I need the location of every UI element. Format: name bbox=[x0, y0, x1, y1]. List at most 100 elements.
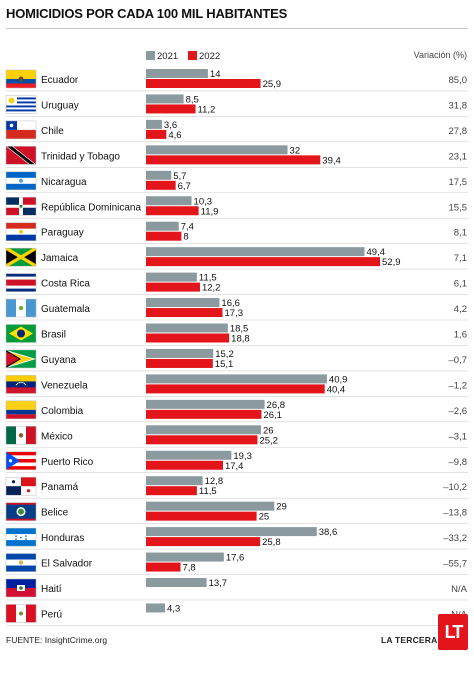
honduras-flag-icon bbox=[5, 527, 37, 547]
country-label: Brasil bbox=[41, 330, 66, 341]
data-label-2022: 25 bbox=[259, 512, 270, 523]
chart-row: Ecuador 14 25,9 85,0 bbox=[5, 69, 468, 92]
country-label: México bbox=[41, 431, 73, 442]
variation-value: 31,8 bbox=[449, 100, 468, 111]
brazil-flag-icon bbox=[5, 324, 37, 343]
brand-name: LA TERCERA bbox=[381, 635, 438, 645]
data-label-2021: 4,3 bbox=[167, 603, 180, 614]
data-label-2021: 7,4 bbox=[181, 222, 194, 233]
country-label: Costa Rica bbox=[41, 279, 90, 290]
bar-chart: 2021 2022 Variación (%) Ecuador 14 25,9 85,0… bbox=[5, 50, 468, 626]
data-label-2021: 40,9 bbox=[329, 374, 348, 385]
country-label: Panamá bbox=[41, 482, 79, 493]
country-label: Guyana bbox=[41, 355, 76, 366]
jamaica-flag-icon bbox=[5, 247, 37, 267]
chart-row: Guyana 15,215,1 –0,7 bbox=[5, 348, 468, 372]
country-label: Puerto Rico bbox=[41, 457, 94, 468]
data-label-2021: 13,7 bbox=[209, 578, 228, 589]
bar-2021 bbox=[146, 170, 172, 180]
variation-value: –1,2 bbox=[449, 380, 468, 391]
venezuela-flag-icon bbox=[5, 375, 37, 394]
bar-2021 bbox=[146, 247, 365, 257]
variation-value: 6,1 bbox=[454, 279, 467, 290]
bar-2021 bbox=[146, 94, 184, 104]
data-label-2021: 8,5 bbox=[186, 94, 199, 105]
bar-2021 bbox=[146, 221, 179, 231]
variation-value: –9,8 bbox=[449, 457, 468, 468]
variation-value: –33,2 bbox=[443, 533, 467, 544]
country-label: República Dominicana bbox=[41, 202, 141, 213]
paraguay-flag-icon bbox=[5, 222, 37, 241]
data-label-2022: 18,8 bbox=[231, 334, 250, 345]
data-label-2022: 11,5 bbox=[199, 486, 217, 497]
uruguay-flag-icon bbox=[5, 95, 37, 114]
variation-value: –13,8 bbox=[443, 508, 467, 519]
variation-value: –55,7 bbox=[443, 559, 467, 570]
mexico-flag-icon bbox=[5, 426, 37, 445]
costa-rica-flag-icon bbox=[5, 273, 37, 292]
data-label-2022: 7,8 bbox=[183, 563, 196, 574]
bar-2021 bbox=[146, 298, 220, 308]
data-label-2021: 38,6 bbox=[319, 527, 338, 538]
variation-value: 15,5 bbox=[449, 202, 468, 213]
bar-2021 bbox=[146, 603, 166, 613]
bar-2022 bbox=[146, 129, 167, 139]
bar-2021 bbox=[146, 272, 197, 282]
chart-row: Honduras 38,6 25,8 –33,2 bbox=[5, 527, 468, 550]
bar-2022 bbox=[146, 333, 230, 343]
chart-row: Costa Rica 11,512,2 6,1 bbox=[5, 272, 468, 295]
variation-value: –10,2 bbox=[443, 482, 467, 493]
trinidad-flag-icon bbox=[5, 146, 37, 165]
country-label: Chile bbox=[41, 126, 64, 137]
bar-2022 bbox=[146, 384, 325, 394]
legend-label-2021: 2021 bbox=[157, 51, 178, 62]
bar-2022 bbox=[146, 104, 196, 114]
chart-row: Paraguay 7,48 8,1 bbox=[5, 221, 468, 244]
data-label-2021: 11,5 bbox=[199, 273, 217, 284]
data-label-2022: 17,3 bbox=[225, 308, 244, 319]
chart-row: Guatemala 16,617,3 4,2 bbox=[5, 298, 468, 321]
data-label-2022: 25,2 bbox=[259, 435, 278, 446]
data-label-2021: 3,6 bbox=[164, 120, 177, 131]
source-note: FUENTE: InsightCrime.org bbox=[6, 635, 108, 645]
colombia-flag-icon bbox=[5, 400, 37, 420]
data-label-2021: 15,2 bbox=[215, 349, 234, 360]
data-label-2021: 16,6 bbox=[221, 298, 240, 309]
chart-row: Belice 29 25 –13,8 bbox=[5, 501, 468, 524]
chart-row: Venezuela 40,940,4 –1,2 bbox=[5, 374, 468, 397]
variation-value: N/A bbox=[451, 584, 468, 595]
data-label-2022: 11,9 bbox=[201, 206, 219, 217]
chart-row: República Dominicana 10,311,9 15,5 bbox=[5, 196, 468, 219]
variation-value: 85,0 bbox=[449, 75, 468, 86]
bar-2021 bbox=[146, 501, 275, 511]
bar-2022 bbox=[146, 308, 223, 318]
data-label-2022: 25,8 bbox=[262, 537, 281, 548]
chart-row: Nicaragua 5,76,7 17,5 bbox=[5, 170, 468, 194]
bar-2021 bbox=[146, 552, 224, 562]
bar-2022 bbox=[146, 231, 182, 241]
data-label-2022: 12,2 bbox=[202, 283, 221, 294]
title-divider bbox=[6, 28, 468, 29]
data-label-2022: 25,9 bbox=[263, 79, 282, 90]
data-label-2021: 12,8 bbox=[205, 476, 224, 487]
chart-row: Brasil 18,518,8 1,6 bbox=[5, 323, 468, 346]
legend-swatch-2021 bbox=[146, 51, 155, 60]
data-label-2022: 8 bbox=[183, 232, 188, 243]
bar-2022 bbox=[146, 358, 213, 368]
data-label-2021: 18,5 bbox=[230, 324, 249, 335]
data-label-2021: 19,3 bbox=[233, 451, 252, 462]
bar-2021 bbox=[146, 145, 288, 155]
legend: 2021 2022 bbox=[146, 51, 220, 62]
chart-rows: Ecuador 14 25,9 85,0 Uruguay 8,511,2 31,8 Chile… bbox=[5, 69, 468, 626]
legend-swatch-2022 bbox=[188, 51, 197, 60]
country-label: Paraguay bbox=[41, 228, 84, 239]
bar-2022 bbox=[146, 460, 223, 470]
variation-value: 17,5 bbox=[449, 177, 468, 188]
data-label-2021: 26,8 bbox=[267, 400, 286, 411]
chart-row: Jamaica 49,452,9 7,1 bbox=[5, 247, 468, 270]
data-label-2022: 39,4 bbox=[322, 155, 341, 166]
data-label-2021: 29 bbox=[276, 502, 287, 513]
bar-2021 bbox=[146, 476, 203, 486]
bar-2021 bbox=[146, 374, 327, 384]
